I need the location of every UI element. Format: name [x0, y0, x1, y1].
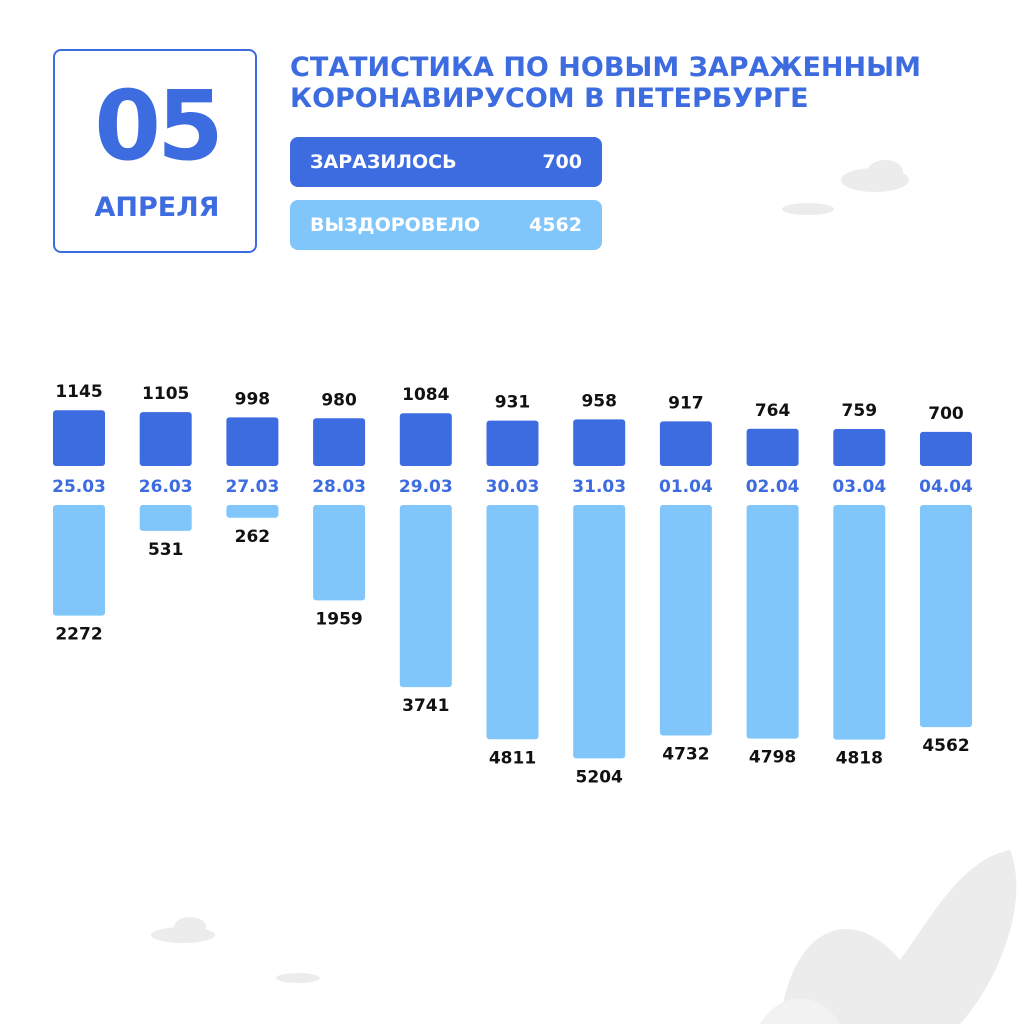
value-label: 931	[495, 393, 531, 413]
value-label: 1084	[402, 385, 449, 405]
day: 05	[94, 70, 224, 182]
bar	[53, 505, 105, 616]
x-tick-label: 29.03	[399, 477, 453, 497]
value-label: 262	[235, 527, 271, 547]
bar	[486, 420, 539, 466]
chart-title: СТАТИСТИКА ПО НОВЫМ ЗАРАЖЕННЫМ КОРОНАВИР…	[290, 52, 921, 114]
x-tick-label: 26.03	[139, 477, 193, 497]
summary-label: ЗАРАЗИЛОСЬ	[310, 151, 457, 173]
bar	[399, 505, 452, 688]
bar	[313, 505, 366, 601]
x-tick-label: 31.03	[572, 477, 626, 497]
bar	[833, 429, 886, 466]
value-label: 4811	[489, 748, 536, 768]
bar	[746, 505, 799, 739]
value-label: 980	[321, 390, 357, 410]
month: АПРЕЛЯ	[94, 192, 220, 223]
bar	[573, 419, 626, 466]
value-label: 4732	[662, 744, 709, 764]
value-label: 5204	[576, 767, 623, 787]
value-label: 700	[928, 404, 964, 424]
value-label: 998	[235, 389, 271, 409]
bar	[833, 505, 886, 740]
value-label: 958	[581, 391, 617, 411]
bar	[226, 417, 279, 466]
date-box	[53, 49, 257, 253]
value-label: 4798	[749, 748, 796, 768]
x-tick-label: 28.03	[312, 477, 366, 497]
value-label: 2272	[55, 625, 102, 645]
bar	[573, 505, 626, 759]
summary-value: 4562	[529, 214, 582, 236]
bar	[139, 505, 192, 531]
value-label: 1145	[55, 382, 102, 402]
value-label: 531	[148, 540, 184, 560]
summary-label: ВЫЗДОРОВЕЛО	[310, 214, 481, 236]
bar	[486, 505, 539, 740]
bar	[746, 428, 799, 466]
bar	[920, 505, 972, 728]
x-tick-label: 27.03	[226, 477, 280, 497]
x-tick-label: 30.03	[486, 477, 540, 497]
x-tick-label: 25.03	[52, 477, 106, 497]
bar	[920, 431, 972, 466]
value-label: 1105	[142, 384, 189, 404]
summary-value: 700	[542, 151, 582, 173]
value-label: 3741	[402, 696, 449, 716]
bar	[659, 421, 712, 466]
summary-recovered: ВЫЗДОРОВЕЛО 4562	[290, 200, 602, 250]
value-label: 917	[668, 393, 704, 413]
bar	[53, 410, 105, 466]
bar	[139, 412, 192, 466]
decor	[151, 160, 1017, 1024]
value-label: 1959	[315, 609, 362, 629]
value-label: 759	[842, 401, 878, 421]
x-tick-label: 04.04	[919, 477, 973, 497]
value-label: 4818	[836, 749, 883, 769]
x-tick-label: 01.04	[659, 477, 713, 497]
bar	[313, 418, 366, 466]
summary-infected: ЗАРАЗИЛОСЬ 700	[290, 137, 602, 187]
bar	[659, 505, 712, 736]
value-label: 764	[755, 401, 791, 421]
value-label: 4562	[922, 736, 969, 756]
bar	[226, 505, 279, 518]
bar	[399, 413, 452, 466]
x-tick-label: 02.04	[746, 477, 800, 497]
x-tick-label: 03.04	[832, 477, 886, 497]
